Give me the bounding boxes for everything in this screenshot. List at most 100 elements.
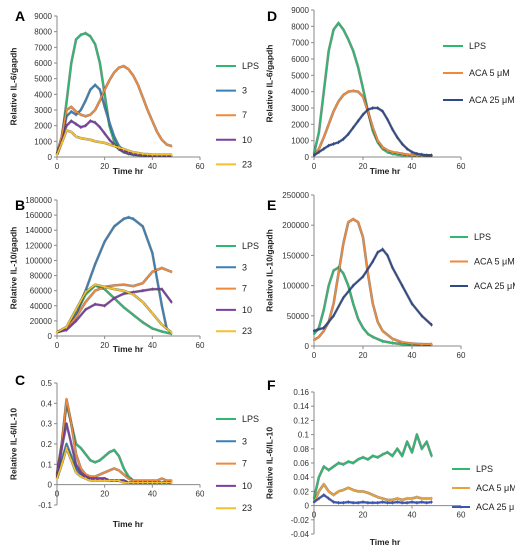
data-point (322, 326, 325, 329)
data-point (371, 260, 374, 263)
legend-entry: ACA 5 μM (476, 483, 515, 493)
data-point (366, 458, 369, 461)
data-point (366, 501, 369, 504)
panel-label: F (267, 377, 276, 393)
data-point (352, 49, 355, 52)
y-tick-label: 0 (305, 153, 310, 162)
data-point (317, 151, 320, 154)
y-tick-label: 2000 (34, 122, 52, 131)
data-point (160, 288, 163, 291)
data-point (342, 488, 345, 492)
data-point (425, 154, 428, 157)
data-point (122, 148, 125, 151)
x-axis-label: Time hr (113, 519, 144, 529)
x-tick-label: 20 (359, 511, 368, 520)
data-point (94, 303, 97, 306)
y-tick-label: 2000 (291, 120, 309, 129)
data-point (337, 501, 340, 504)
data-point (430, 343, 433, 346)
y-tick-label: 6000 (34, 59, 52, 68)
data-point (132, 479, 135, 482)
data-point (55, 153, 59, 156)
data-point (70, 442, 73, 446)
data-point (146, 481, 149, 484)
legend-entry: LPS (476, 464, 493, 474)
legend-entry: ACA 25 μM (476, 502, 515, 512)
data-point (371, 454, 374, 457)
y-tick-label: 0.08 (293, 445, 309, 454)
data-point (141, 152, 144, 155)
data-point (84, 453, 87, 456)
data-point (342, 501, 345, 504)
series-3 (55, 287, 173, 334)
y-tick-label: 0.2 (41, 440, 53, 449)
data-point (60, 463, 63, 466)
data-point (127, 151, 130, 155)
data-point (103, 477, 106, 480)
series-0 (55, 283, 173, 336)
data-point (113, 71, 116, 74)
data-point (361, 326, 365, 329)
data-point (396, 151, 399, 155)
data-point (141, 321, 144, 324)
data-point (70, 105, 73, 108)
data-point (74, 463, 78, 466)
data-point (70, 61, 73, 65)
data-point (327, 490, 330, 493)
data-point (160, 477, 163, 480)
data-point (136, 83, 140, 87)
data-point (337, 461, 340, 465)
panel-label: B (15, 197, 25, 213)
y-tick-label: 0 (48, 481, 53, 490)
data-point (98, 126, 101, 129)
data-point (94, 289, 97, 292)
data-point (337, 21, 340, 25)
data-point (332, 465, 335, 468)
data-point (146, 108, 149, 112)
legend-entry: 23 (242, 503, 252, 513)
data-point (98, 473, 101, 476)
data-point (386, 254, 389, 257)
data-point (391, 151, 394, 154)
data-point (170, 144, 173, 148)
series-2 (312, 247, 433, 333)
y-tick-label: -0.04 (291, 530, 310, 539)
data-point (98, 88, 101, 91)
data-point (371, 493, 374, 497)
y-tick-label: 250000 (282, 191, 309, 200)
data-point (79, 475, 82, 478)
data-point (79, 137, 82, 140)
data-point (84, 308, 87, 311)
data-point (70, 119, 73, 123)
data-point (332, 302, 335, 305)
data-point (122, 150, 125, 153)
data-point (352, 89, 355, 92)
x-tick-label: 40 (148, 162, 157, 171)
data-point (420, 500, 423, 504)
data-point (425, 440, 428, 443)
chart-panel-a: A 0 1000 2000 3000 4000 5000 6000 7000 8000 9000 0 2… (8, 8, 259, 176)
data-point (415, 152, 418, 155)
data-point (347, 221, 350, 224)
data-point (113, 135, 116, 138)
data-point (146, 153, 149, 156)
data-point (376, 251, 379, 254)
series-4 (55, 282, 173, 334)
data-point (352, 488, 355, 492)
data-point (141, 225, 144, 228)
x-axis-label: Time hr (113, 166, 144, 176)
data-point (347, 133, 350, 136)
data-point (122, 306, 125, 309)
data-point (317, 490, 320, 493)
data-point (122, 283, 125, 286)
data-point (79, 33, 82, 36)
data-point (317, 497, 320, 500)
x-tick-label: 20 (359, 162, 368, 171)
y-tick-label: 4000 (34, 90, 52, 99)
data-point (401, 454, 404, 457)
data-point (420, 447, 423, 450)
y-axis-label: Relative IL-10/gapdh (8, 227, 18, 310)
data-point (113, 140, 116, 143)
data-point (430, 497, 433, 500)
y-axis-label: Relative IL-6/gapdh (264, 45, 274, 123)
